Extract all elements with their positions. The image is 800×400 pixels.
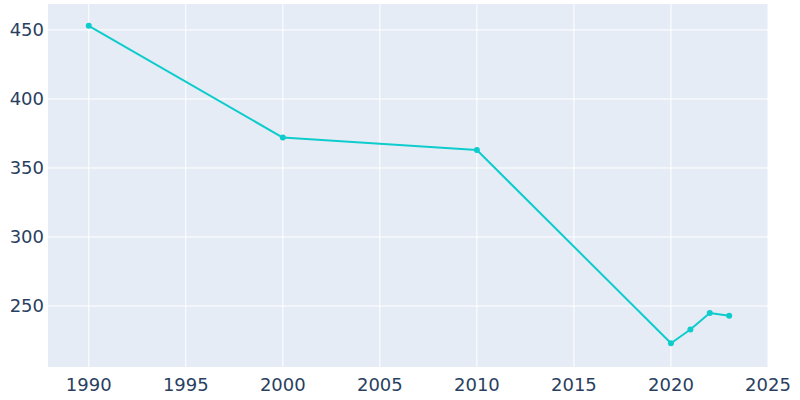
plot-background [48, 4, 768, 367]
y-grid-line [48, 98, 768, 99]
x-grid-line [282, 4, 283, 367]
x-tick-label: 2025 [745, 374, 791, 395]
chart-svg: 1990 1995 2000 2005 2010 2015 2020 2025 250 300 35… [0, 0, 800, 400]
y-tick-label: 350 [10, 157, 44, 178]
x-tick-label: 2000 [260, 374, 306, 395]
y-tick-label: 450 [10, 19, 44, 40]
data-point [86, 23, 92, 29]
x-grid-line [670, 4, 671, 367]
y-grid-line [48, 167, 768, 168]
x-tick-label: 2015 [551, 374, 597, 395]
data-point [687, 326, 693, 332]
x-tick-label: 1990 [66, 374, 112, 395]
x-grid-line [379, 4, 380, 367]
y-tick-label: 400 [10, 88, 44, 109]
data-point [726, 313, 732, 319]
y-tick-label: 300 [10, 226, 44, 247]
y-grid-line [48, 305, 768, 306]
y-grid-line [48, 236, 768, 237]
x-tick-label: 1995 [163, 374, 209, 395]
x-tick-label: 2010 [454, 374, 500, 395]
x-grid-line [573, 4, 574, 367]
chart-container: 1990 1995 2000 2005 2010 2015 2020 2025 250 300 35… [0, 0, 800, 400]
grid [48, 4, 768, 367]
y-grid-line [48, 29, 768, 30]
data-point [668, 340, 674, 346]
x-grid-line [768, 4, 769, 367]
data-line [89, 26, 729, 343]
data-point [280, 135, 286, 141]
x-tick-label: 2020 [648, 374, 694, 395]
data-point [707, 310, 713, 316]
data-point [474, 147, 480, 153]
x-tick-label: 2005 [357, 374, 403, 395]
x-grid-line [88, 4, 89, 367]
data-group [86, 23, 732, 346]
x-grid-line [185, 4, 186, 367]
x-grid-line [476, 4, 477, 367]
y-tick-label: 250 [10, 295, 44, 316]
